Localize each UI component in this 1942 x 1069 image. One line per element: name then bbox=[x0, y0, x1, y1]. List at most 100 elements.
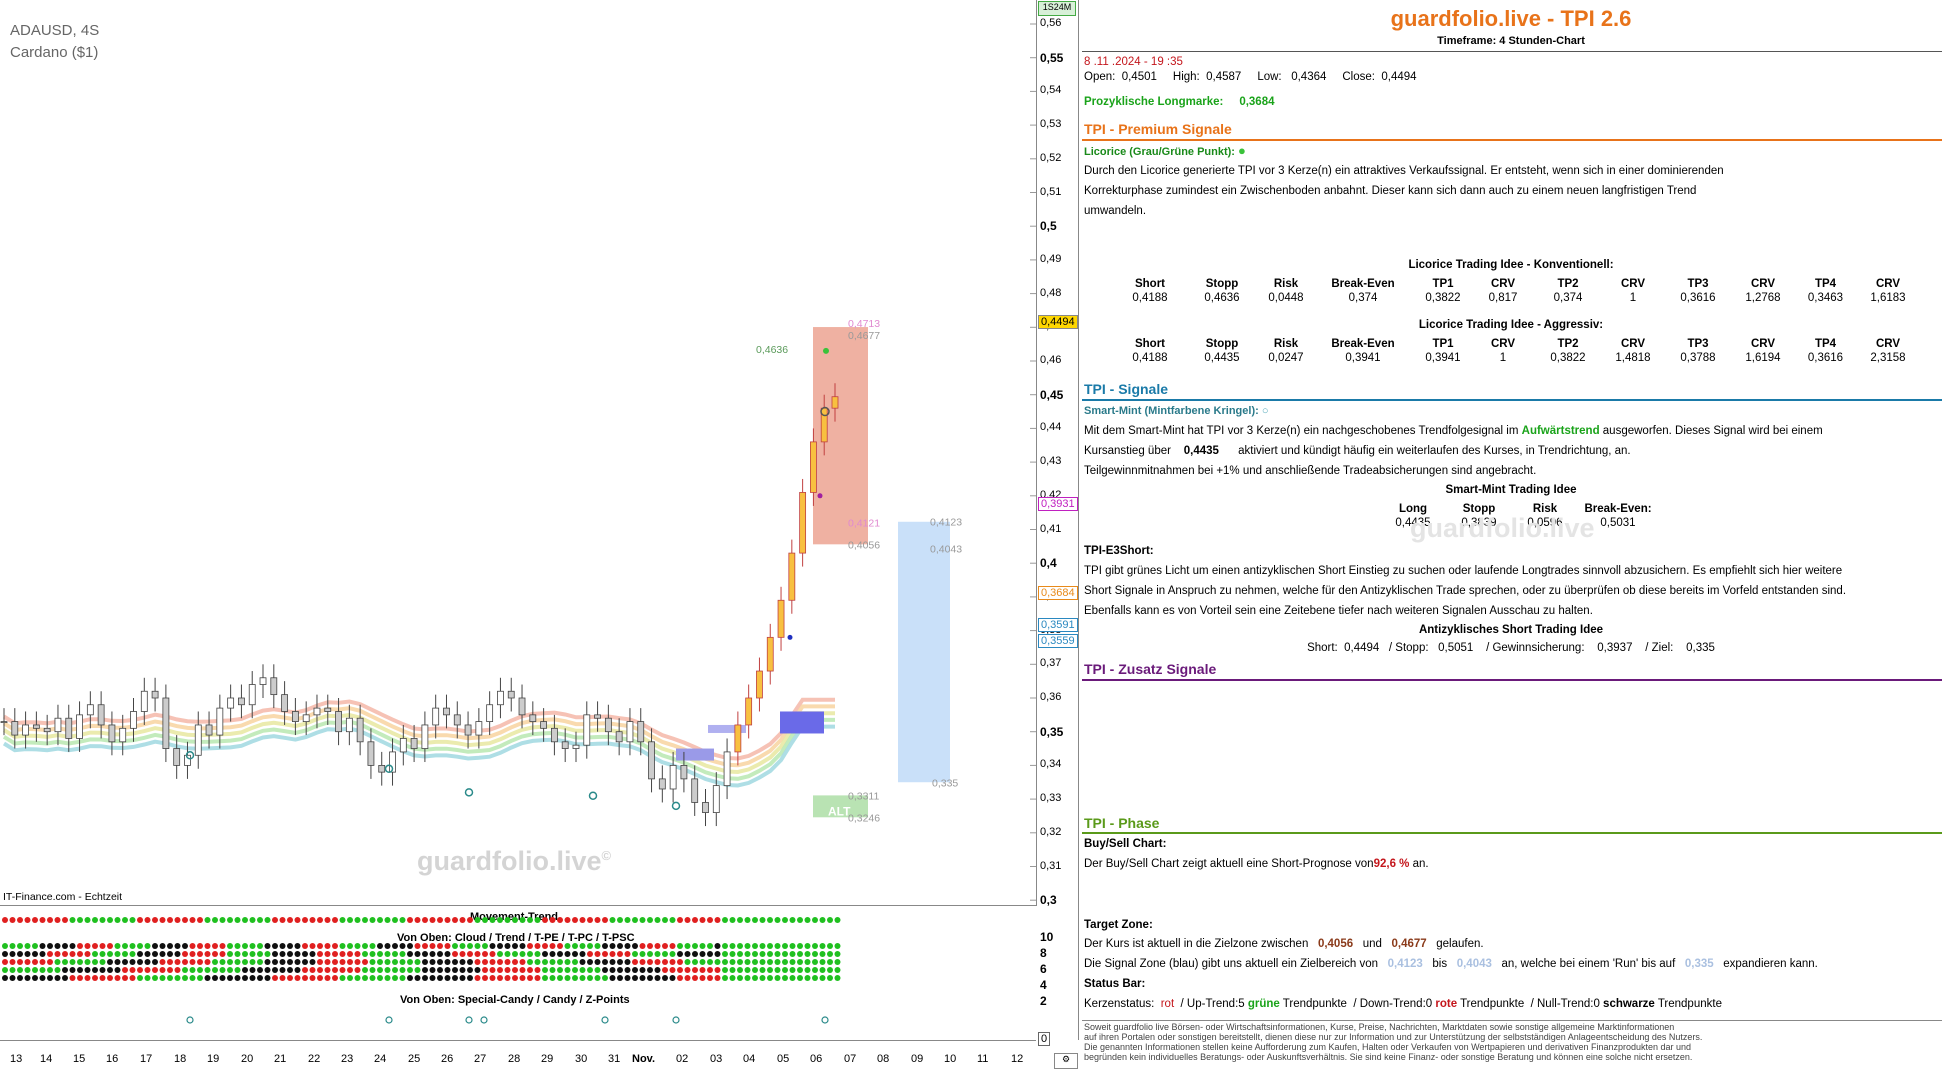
candle-body bbox=[173, 748, 181, 766]
movement-dot bbox=[384, 943, 391, 949]
table-cell: 0,3822 bbox=[1550, 352, 1586, 364]
table-header-cell: Stopp bbox=[1462, 503, 1496, 515]
chart-panel[interactable]: ADAUSD, 4S Cardano ($1) 0,4713 0,4677 0,46… bbox=[0, 0, 1037, 906]
movement-dot bbox=[504, 951, 511, 957]
price-axis[interactable]: 1S24M 0,56 0,55 0,54 0,53 0,52 0,51 0,5 0,49 0,4… bbox=[1036, 0, 1079, 1046]
movement-dot bbox=[54, 917, 61, 923]
movement-panel[interactable]: Movement-Trend Von Oben: Cloud / Trend /… bbox=[0, 906, 1036, 1041]
movement-dot bbox=[497, 917, 503, 923]
movement-dot bbox=[219, 943, 226, 949]
movement-dot bbox=[347, 951, 353, 957]
green-dot-icon: ● bbox=[1238, 143, 1246, 158]
y-tick-label: 0,54 bbox=[1040, 84, 1062, 97]
movement-dot bbox=[542, 951, 548, 957]
table-header-cell: CRV bbox=[1490, 278, 1516, 290]
movement-dot bbox=[407, 967, 413, 973]
movement-dot bbox=[62, 967, 68, 973]
movement-dot bbox=[362, 951, 368, 957]
table-header-cell: Long bbox=[1398, 503, 1428, 515]
x-tick-label: 26 bbox=[441, 1053, 454, 1065]
movement-dot bbox=[407, 917, 413, 923]
candle-body bbox=[324, 707, 332, 712]
movement-dot bbox=[219, 975, 226, 981]
movement-dot bbox=[294, 959, 301, 965]
price-tag-3591: 0,3591 bbox=[1038, 618, 1078, 632]
movement-dot bbox=[729, 951, 736, 957]
movement-dot bbox=[684, 959, 691, 965]
table-row: 0,4188 0,4435 0,0247 0,3941 0,3941 1 0,3822 1,4… bbox=[1110, 351, 1913, 365]
movement-dot bbox=[482, 943, 488, 949]
movement-dot bbox=[834, 943, 841, 949]
movement-dot bbox=[669, 951, 676, 957]
movement-dot bbox=[84, 917, 91, 923]
movement-dot bbox=[242, 917, 248, 923]
candle-body bbox=[443, 707, 450, 716]
level-label: 0,3246 bbox=[848, 812, 880, 824]
candle-body bbox=[270, 677, 278, 696]
movement-dot bbox=[182, 959, 188, 965]
buysell-c: an. bbox=[1409, 858, 1429, 870]
movement-dot bbox=[264, 917, 271, 923]
movement-dot bbox=[234, 975, 241, 981]
movement-dot bbox=[752, 967, 758, 973]
open-label: Open: bbox=[1084, 71, 1116, 83]
movement-dot bbox=[182, 943, 188, 949]
movement-dot bbox=[677, 967, 683, 973]
table-header-cell: CRV bbox=[1750, 338, 1776, 350]
movement-dot bbox=[804, 943, 811, 949]
movement-dot bbox=[692, 975, 698, 981]
movement-dot bbox=[24, 943, 31, 949]
table-header-cell: TP1 bbox=[1432, 278, 1454, 290]
movement-dot bbox=[212, 959, 218, 965]
movement-dot bbox=[572, 951, 578, 957]
x-tick-label: 08 bbox=[877, 1053, 890, 1065]
candle-body bbox=[626, 721, 634, 743]
movement-dot bbox=[392, 943, 398, 949]
z-point-ring bbox=[186, 1016, 194, 1024]
movement-dot bbox=[347, 967, 353, 973]
table-cell: 0,3463 bbox=[1807, 292, 1844, 304]
movement-dot bbox=[77, 951, 83, 957]
candle-body bbox=[766, 636, 774, 672]
movement-dot bbox=[84, 959, 91, 965]
movement-dot bbox=[122, 959, 128, 965]
disclaimer-divider bbox=[1082, 1020, 1942, 1021]
movement-dot bbox=[272, 959, 278, 965]
movement-dot bbox=[797, 917, 803, 923]
movement-dot bbox=[452, 959, 458, 965]
level-label: 0,4636 bbox=[756, 344, 788, 356]
movement-dot bbox=[99, 917, 106, 923]
sm-line2c: aktiviert und kündigt häufig ein weiterl… bbox=[1234, 445, 1631, 457]
movement-dot bbox=[729, 959, 736, 965]
level-label: 0,4123 bbox=[930, 517, 962, 529]
movement-dot bbox=[752, 917, 758, 923]
movement-dot bbox=[197, 959, 203, 965]
table-header-cell: Break-Even bbox=[1331, 278, 1395, 290]
movement-dot bbox=[309, 959, 316, 965]
movement-dot bbox=[107, 959, 113, 965]
movement-dot bbox=[279, 967, 286, 973]
movement-dot bbox=[279, 917, 286, 923]
osc-tick-label: 6 bbox=[1040, 962, 1047, 976]
movement-dot bbox=[152, 951, 158, 957]
movement-dot bbox=[39, 967, 46, 973]
movement-dot bbox=[542, 917, 548, 923]
chart-settings-icon[interactable]: ⚙ bbox=[1054, 1053, 1078, 1069]
candle-body bbox=[594, 714, 601, 719]
movement-dot bbox=[519, 943, 526, 949]
movement-dot bbox=[744, 959, 751, 965]
movement-dot bbox=[744, 967, 751, 973]
close-label: Close: bbox=[1342, 71, 1375, 83]
z-point-ring bbox=[821, 1016, 829, 1024]
movement-dot bbox=[302, 943, 308, 949]
z-point-ring bbox=[672, 1016, 680, 1024]
candle-body bbox=[302, 714, 310, 722]
zoom-tag-0[interactable]: 0 bbox=[1038, 1032, 1051, 1046]
movement-dot bbox=[834, 967, 841, 973]
candle-body bbox=[421, 724, 429, 749]
timeframe-badge[interactable]: 1S24M bbox=[1038, 1, 1076, 16]
movement-dot bbox=[519, 917, 526, 923]
movement-dot bbox=[782, 943, 788, 949]
candle-body bbox=[518, 697, 526, 716]
